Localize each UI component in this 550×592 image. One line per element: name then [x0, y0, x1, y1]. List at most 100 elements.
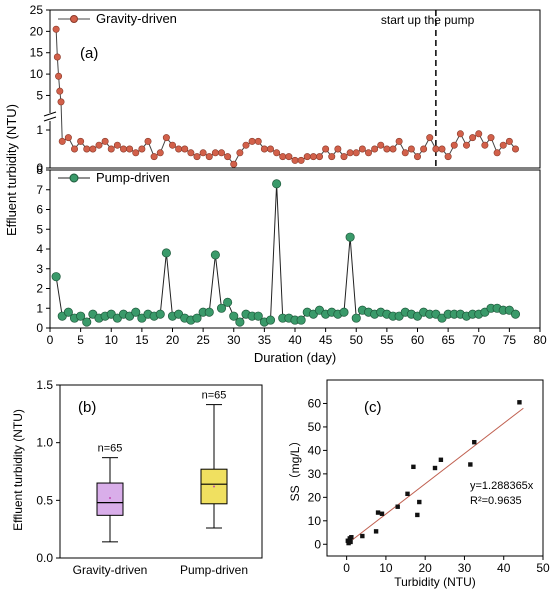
gravity-driven-point [230, 160, 238, 168]
gravity-driven-point [487, 134, 495, 142]
y-tick-label: 4 [36, 242, 43, 256]
x-category-label: Gravity-driven [73, 563, 148, 577]
pump-driven-point [204, 307, 214, 317]
gravity-driven-point [499, 141, 507, 149]
scatter-point [345, 538, 351, 543]
x-tick-label: 75 [503, 333, 517, 347]
gravity-driven-point [126, 145, 134, 153]
gravity-driven-point [303, 153, 311, 161]
gravity-driven-point [413, 153, 421, 161]
pump-driven-point [345, 232, 355, 242]
y-tick-label: 50 [308, 420, 322, 434]
gravity-driven-point [169, 141, 177, 149]
x-tick-label: 20 [419, 561, 433, 575]
gravity-driven-point [260, 145, 268, 153]
pump-driven-point [155, 309, 165, 319]
pump-driven-point [229, 311, 239, 321]
gravity-driven-point [89, 145, 97, 153]
gravity-driven-point [352, 149, 360, 157]
gravity-driven-point [199, 149, 207, 157]
gravity-driven-point [334, 145, 342, 153]
gravity-driven-point [511, 145, 519, 153]
pump-driven-point [253, 311, 263, 321]
sample-size-label: n=65 [98, 443, 123, 455]
x-tick-label: 10 [105, 333, 119, 347]
gravity-driven-point [132, 149, 140, 157]
gravity-driven-point [358, 145, 366, 153]
gravity-driven-point [450, 141, 458, 149]
gravity-driven-point [456, 130, 464, 138]
gravity-driven-point [52, 25, 60, 33]
axis-break-mark [43, 111, 57, 117]
pump-driven-point [351, 313, 361, 323]
pump-driven-point [210, 250, 220, 260]
gravity-driven-point [64, 134, 72, 142]
gravity-driven-point [279, 153, 287, 161]
gravity-driven-point [340, 153, 348, 161]
gravity-driven-point [432, 145, 440, 153]
x-tick-label: 5 [77, 333, 84, 347]
x-axis-label: Turbidity (NTU) [394, 575, 476, 589]
y-tick-label: 1 [36, 123, 43, 137]
panel-c: 0 10 20 30 40 50 60 0 10 20 30 40 50 Turbidity (NTU) S… [288, 379, 550, 589]
x-tick-label: 0 [343, 561, 350, 575]
y-tick-label: 1.5 [36, 378, 53, 392]
y-axis-label: Effluent turbidity (NTU) [4, 104, 19, 236]
y-tick-label: 25 [30, 3, 44, 17]
legend-label: Gravity-driven [96, 11, 177, 26]
y-tick-label: 2 [36, 282, 43, 296]
pump-driven-point [82, 317, 92, 327]
sample-size-label: n=65 [202, 390, 227, 402]
y-tick-label: 10 [308, 514, 322, 528]
x-tick-label: 10 [379, 561, 393, 575]
gravity-driven-point [58, 137, 66, 145]
scatter-point [415, 512, 420, 518]
legend-label: Pump-driven [96, 170, 170, 185]
gravity-driven-point [77, 137, 85, 145]
pump-driven-point [76, 311, 86, 321]
pump-driven-line [55, 183, 516, 323]
mean-marker [213, 485, 215, 488]
gravity-driven-point [371, 145, 379, 153]
scatter-point [349, 535, 354, 540]
gravity-driven-point [328, 153, 336, 161]
gravity-driven-point [401, 149, 409, 157]
y-tick-label: 5 [36, 88, 43, 102]
x-tick-label: 20 [166, 333, 180, 347]
gravity-driven-point [156, 149, 164, 157]
scatter-point [468, 462, 473, 467]
gravity-driven-point [322, 145, 330, 153]
fit-r2: R²=0.9635 [470, 495, 522, 507]
panel-label-b: (b) [78, 399, 96, 416]
y-tick-label: 8 [36, 163, 43, 177]
gravity-driven-point [224, 153, 232, 161]
x-tick-label: 45 [319, 333, 333, 347]
fit-equation: y=1.288365x [470, 480, 534, 492]
pump-driven-point [339, 307, 349, 317]
scatter-point [373, 529, 379, 534]
gravity-driven-point [162, 134, 170, 142]
pump-driven-point [63, 307, 73, 317]
x-axis-label: Duration (day) [254, 350, 336, 365]
gravity-driven-point [181, 145, 189, 153]
scatter-point [417, 499, 422, 505]
gravity-driven-point [273, 149, 281, 157]
gravity-driven-point [193, 153, 201, 161]
gravity-driven-point [346, 149, 354, 157]
y-tick-label: 0 [36, 161, 43, 175]
x-tick-label: 50 [536, 561, 550, 575]
pump-driven-point [216, 303, 227, 313]
gravity-driven-point [469, 134, 477, 142]
pump-driven-point [192, 313, 202, 323]
y-tick-label: 1 [36, 301, 43, 315]
gravity-driven-point [315, 153, 323, 161]
scatter-point [375, 510, 381, 515]
gravity-driven-point [266, 145, 274, 153]
gravity-driven-point [420, 145, 428, 153]
gravity-driven-point [211, 149, 219, 157]
panel-b: 0.0 0.5 1.0 1.5 Effluent turbidity (NTU) (b) n… [11, 378, 263, 577]
gravity-driven-point [150, 153, 158, 161]
pump-driven-point [265, 315, 276, 325]
gravity-driven-point [462, 141, 470, 149]
